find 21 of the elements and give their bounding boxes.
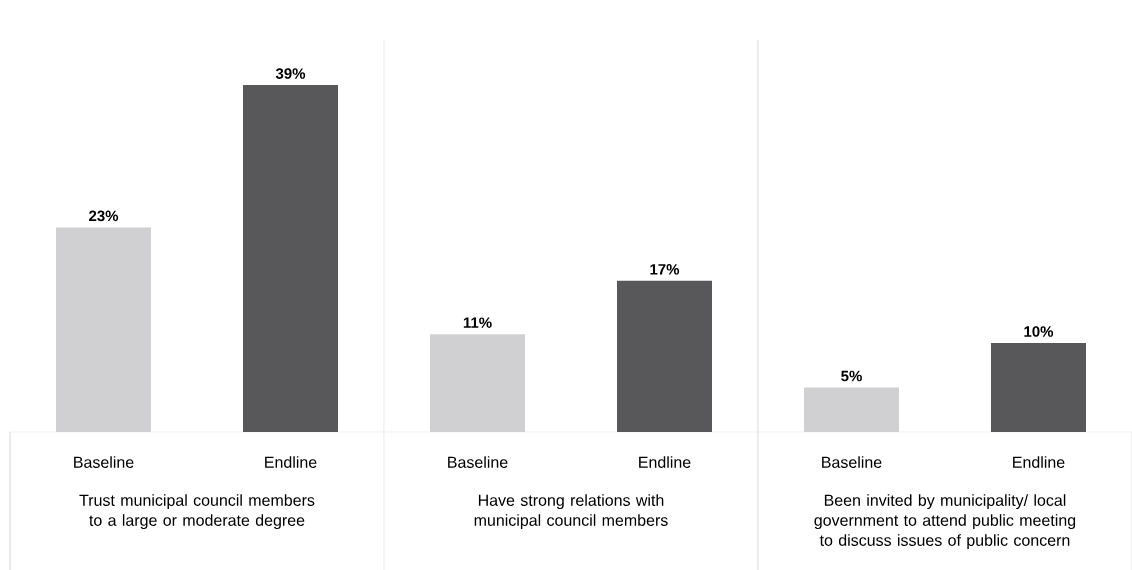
bar [56, 227, 152, 432]
series-label: Endline [265, 456, 317, 468]
bar [990, 343, 1086, 432]
text: Baseline [822, 456, 882, 468]
x-tick-label: Been invited by municipality/ local government to attend public meeting to discuss issues of public concern [814, 494, 1076, 550]
data-label: 23% [89, 210, 119, 222]
bar [617, 280, 712, 432]
text: Endline [639, 456, 691, 468]
data-label: 17% [650, 264, 680, 275]
x-tick-label: Trust municipal council members to a large or moderate degree [79, 494, 315, 530]
bar [430, 334, 525, 432]
text: Endline [1013, 456, 1065, 468]
x-tick-label: Have strong relations with municipal council members [474, 494, 668, 530]
bar [243, 85, 338, 432]
data-label: 39% [275, 68, 306, 79]
data-label: 10% [1024, 326, 1054, 337]
text: Baseline [448, 456, 508, 468]
series-label: Baseline [74, 456, 134, 468]
data-label: 5% [841, 370, 862, 382]
data-label: 11% [463, 317, 492, 328]
bar [803, 387, 899, 432]
